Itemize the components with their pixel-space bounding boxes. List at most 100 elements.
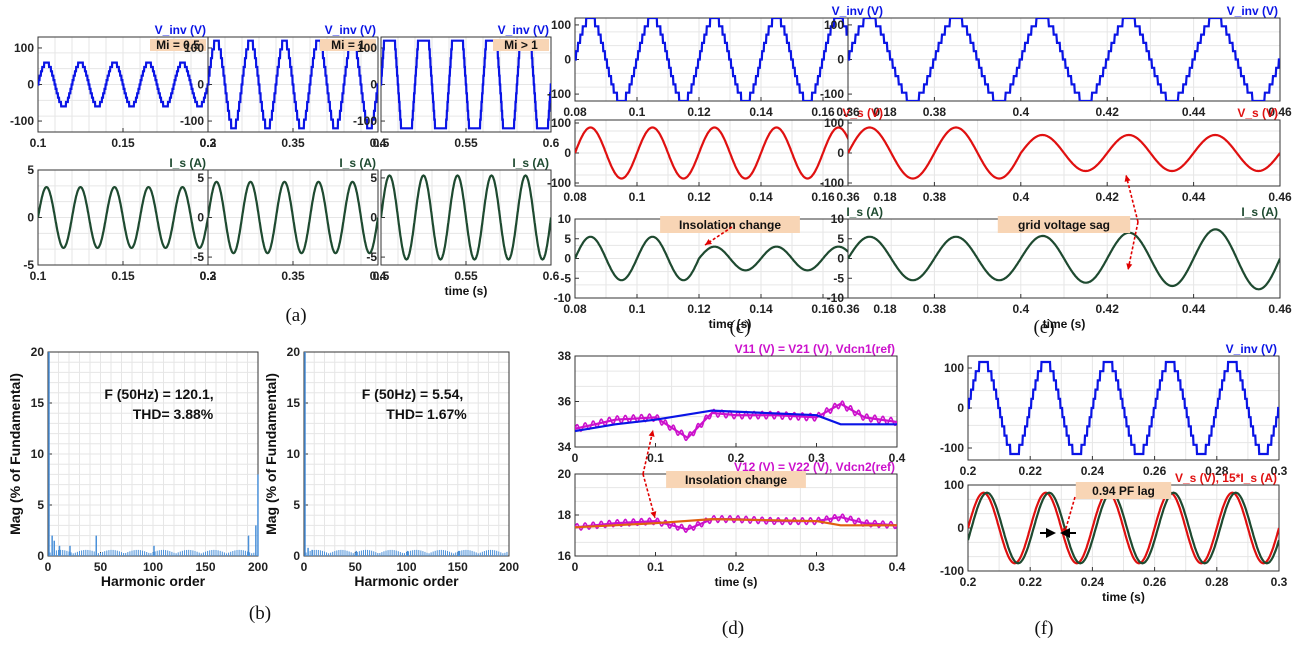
y-tick-label: 5: [197, 171, 204, 185]
series-title: I_s (A): [846, 205, 883, 219]
y-tick-label: 0: [370, 78, 377, 92]
x-tick-label: 0.08: [563, 105, 587, 119]
x-tick-label: 0.42: [1096, 302, 1120, 316]
annotation-bubble: [1075, 482, 1172, 499]
y-tick-label: -100: [940, 564, 964, 578]
x-tick-label: 0.2: [728, 560, 745, 574]
x-tick-label: 150: [448, 560, 468, 574]
y-tick-label: -100: [353, 114, 377, 128]
x-tick-label: 0.1: [30, 269, 47, 283]
y-tick-label: 10: [558, 212, 572, 226]
x-tick-label: 0.42: [1096, 105, 1120, 119]
chart-e-2: 0.36 0.38 0.4 0.42 0.44 0.46 100 0 -100 V_s (V): [820, 106, 1292, 204]
y-tick-label: -10: [554, 291, 572, 305]
x-tick-label: 0.22: [1019, 575, 1043, 589]
chart-a-top-2: 0.3 0.35 0.4 100 0 -100 V_inv (V)Mi = 1: [180, 23, 387, 150]
x-tick-label: 0.35: [281, 136, 305, 150]
x-axis-label: time (s): [1102, 590, 1145, 604]
x-tick-label: 0.18: [873, 105, 897, 119]
x-axis-label: time (s): [445, 284, 488, 298]
x-tick-label: 0.26: [1143, 464, 1167, 478]
series-line: [968, 491, 1279, 565]
pf-lag-arrowhead: [1046, 528, 1056, 538]
annotation-arrow: [1063, 496, 1076, 536]
y-tick-label: -10: [827, 291, 845, 305]
y-tick-label: 5: [564, 232, 571, 246]
y-tick-label: 0: [27, 211, 34, 225]
y-tick-label: 10: [287, 447, 301, 461]
x-tick-label: 0.46: [1268, 105, 1292, 119]
y-axis-label: Mag (% of Fundamental): [7, 373, 23, 535]
y-tick-label: 20: [31, 345, 45, 359]
x-tick-label: 0.5: [373, 269, 390, 283]
x-tick-label: 100: [143, 560, 163, 574]
x-tick-label: 0.3: [808, 451, 825, 465]
x-tick-label: 0.3: [808, 560, 825, 574]
x-tick-label: 0.36: [836, 302, 860, 316]
x-tick-label: 0: [301, 560, 308, 574]
series-title: V_inv (V): [325, 23, 376, 37]
x-tick-label: 0.18: [873, 190, 897, 204]
x-tick-label: 0.35: [281, 269, 305, 283]
series-line: [381, 174, 551, 261]
x-tick-label: 0.14: [749, 302, 773, 316]
x-tick-label: 0.08: [563, 190, 587, 204]
chart-e-1: 0.36 0.38 0.4 0.42 0.44 0.46 100 0 -100 V_inv (V): [820, 4, 1292, 119]
annotation-arrow: [642, 429, 654, 475]
series-line: [848, 228, 1280, 291]
x-axis-label: time (s): [709, 317, 752, 331]
x-tick-label: 0.44: [1182, 302, 1206, 316]
x-tick-label: 0.16: [811, 302, 835, 316]
x-tick-label: 0.1: [647, 560, 664, 574]
panel-label-a: (a): [285, 305, 306, 326]
series-title: I_s (A): [512, 156, 549, 170]
series-line: [208, 180, 378, 255]
chart-c-2: 0.08 0.1 0.12 0.14 0.16 0.18 100 0 -100 V_s (V): [547, 106, 897, 204]
chart-a-bot-3: 0.5 0.55 0.6 5 0 -5 I_s (A) time (s): [366, 156, 559, 298]
x-tick-label: 0.4: [889, 560, 906, 574]
annotation-text: Insolation change: [679, 218, 781, 232]
y-tick-label: 15: [287, 396, 301, 410]
series-title: V12 (V) = V22 (V), Vdcn2(ref): [734, 460, 895, 474]
fft-annotation: F (50Hz) = 120.1,: [104, 386, 213, 402]
fft-annotation: THD= 1.67%: [386, 406, 467, 422]
annotation-arrowhead: [650, 511, 657, 518]
chart-c-3: 0.08 0.1 0.12 0.14 0.16 0.18 10 5 0 -5 -10 I_s (A) t…: [554, 205, 897, 331]
x-tick-label: 0.14: [749, 105, 773, 119]
fft-annotation: F (50Hz) = 5.54,: [362, 386, 464, 402]
x-tick-label: 50: [349, 560, 363, 574]
x-tick-label: 0.12: [687, 190, 711, 204]
y-tick-label: 0: [197, 211, 204, 225]
x-tick-label: 0.38: [923, 105, 947, 119]
mi-badge-text: Mi > 1: [504, 38, 538, 52]
annotation-text: 0.94 PF lag: [1092, 484, 1155, 498]
x-tick-label: 0.3: [1271, 575, 1288, 589]
y-tick-label: 10: [31, 447, 45, 461]
series-line: [968, 360, 1279, 456]
series-line: [575, 235, 885, 282]
y-tick-label: -5: [366, 250, 377, 264]
mi-badge-text: Mi = 1: [331, 38, 365, 52]
y-tick-label: 0: [957, 521, 964, 535]
chart-b-1: 0 50 100 150 200 0 5 10 15 20 Harmonic order Mag (%…: [7, 345, 268, 589]
mi-badge-text: Mi = 0.5: [156, 38, 200, 52]
x-tick-label: 0.16: [811, 105, 835, 119]
chart-e-3: 0.36 0.38 0.4 0.42 0.44 0.46 10 5 0 -5 -10 I_s (A) t…: [827, 205, 1292, 331]
x-tick-label: 0.44: [1182, 105, 1206, 119]
y-tick-label: 38: [558, 349, 572, 363]
panel-label-e: (e): [1033, 317, 1054, 338]
annotation-bubble: [660, 216, 800, 233]
x-tick-label: 0.28: [1205, 464, 1229, 478]
x-tick-label: 0.2: [960, 464, 977, 478]
x-tick-label: 0.3: [1271, 464, 1288, 478]
x-tick-label: 0.1: [30, 136, 47, 150]
x-tick-label: 0.3: [200, 269, 217, 283]
x-tick-label: 0.38: [923, 190, 947, 204]
y-tick-label: -100: [547, 87, 571, 101]
series-title: V_inv (V): [832, 4, 883, 18]
x-axis-label: Harmonic order: [101, 573, 206, 589]
x-tick-label: 0.3: [200, 136, 217, 150]
chart-a-bot-1: 0.1 0.15 0.2 5 0 -5 I_s (A): [23, 156, 216, 283]
y-tick-label: -5: [833, 271, 844, 285]
x-tick-label: 0.46: [1268, 190, 1292, 204]
